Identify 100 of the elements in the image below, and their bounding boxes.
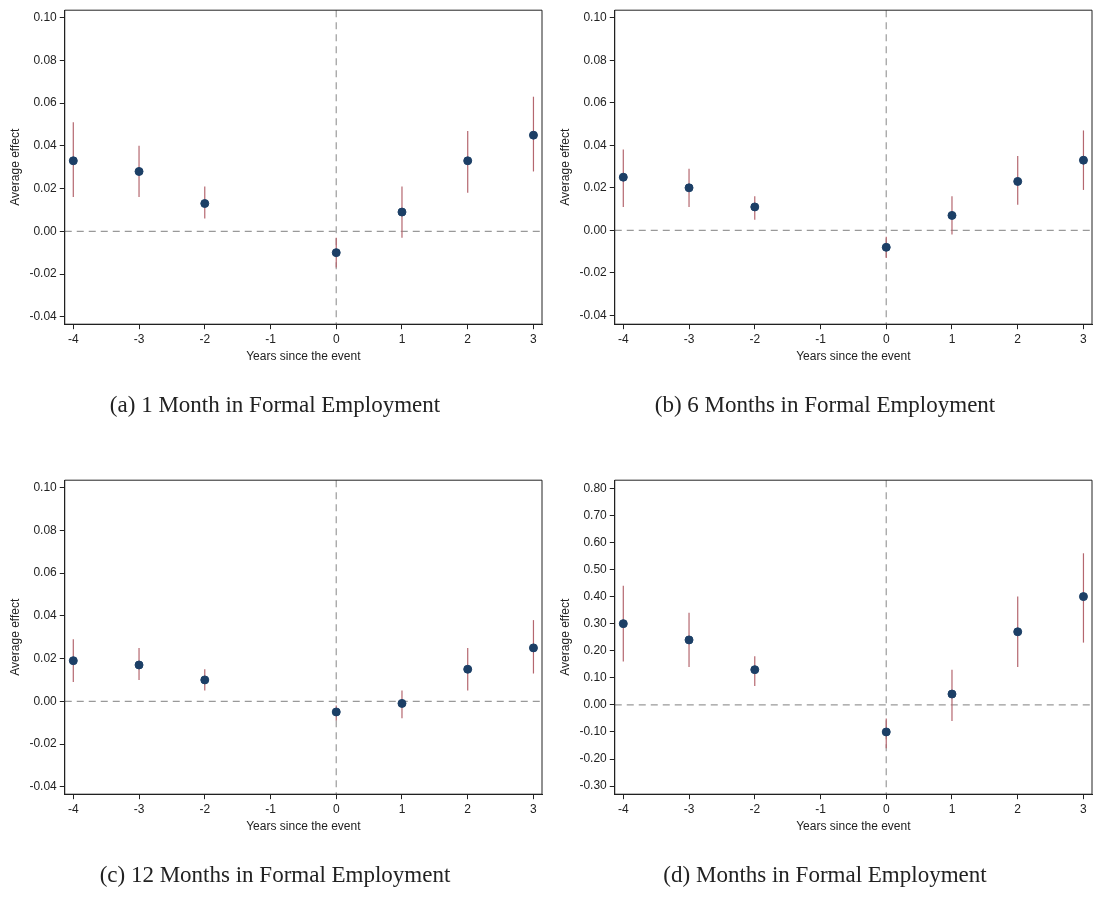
x-axis-title: Years since the event	[796, 819, 912, 834]
y-tick-label: 0.08	[583, 52, 608, 67]
y-tick-label: 0.00	[33, 223, 58, 238]
y-axis-title: Average effect	[7, 128, 22, 206]
x-tick-label: -2	[749, 331, 761, 346]
point	[618, 619, 628, 629]
y-tick-label: 0.60	[583, 534, 608, 549]
point	[331, 707, 341, 717]
x-tick-label: -4	[67, 331, 79, 346]
point	[134, 660, 144, 670]
x-tick-label: -3	[683, 331, 695, 346]
point	[750, 665, 760, 675]
x-axis-title: Years since the event	[246, 349, 362, 364]
x-tick-label: 1	[398, 331, 406, 346]
point	[1013, 627, 1023, 637]
x-tick-label: 3	[530, 801, 538, 816]
text: (c) 12 Months in Formal Employment	[98, 862, 452, 888]
x-tick-label: 1	[948, 331, 956, 346]
point	[528, 643, 538, 653]
x-tick-label: 2	[1014, 801, 1022, 816]
x-tick-label: 3	[530, 331, 538, 346]
y-axis-title: Average effect	[7, 598, 22, 676]
y-tick-label: -0.02	[29, 736, 58, 751]
x-tick-label: -3	[683, 801, 695, 816]
x-tick-label: 3	[1080, 331, 1088, 346]
x-tick-label: 0	[332, 331, 340, 346]
x-tick-label: 0	[882, 331, 890, 346]
point	[200, 199, 210, 209]
point	[881, 727, 891, 737]
text: (b) 6 Months in Formal Employment	[653, 392, 997, 418]
x-tick-label: 2	[464, 331, 472, 346]
x-tick-label: -3	[133, 331, 145, 346]
point	[684, 183, 694, 193]
x-tick-label: 3	[1080, 801, 1088, 816]
x-tick-label: -1	[815, 331, 827, 346]
y-tick-label: 0.10	[33, 479, 58, 494]
y-tick-label: 0.04	[33, 608, 58, 623]
y-tick-label: 0.08	[33, 52, 58, 67]
y-tick-label: -0.04	[579, 307, 608, 322]
point	[68, 656, 78, 666]
y-tick-label: 0.30	[583, 615, 608, 630]
point	[134, 166, 144, 176]
y-tick-label: 0.02	[583, 180, 608, 195]
y-tick-label: -0.04	[29, 309, 58, 324]
x-tick-label: -4	[67, 801, 79, 816]
y-tick-label: 0.10	[583, 670, 608, 685]
y-tick-label: 0.00	[583, 222, 608, 237]
y-tick-label: 0.00	[583, 697, 608, 712]
y-tick-label: -0.02	[579, 265, 608, 280]
x-tick-label: -2	[199, 331, 211, 346]
y-tick-label: -0.02	[29, 266, 58, 281]
x-axis-title: Years since the event	[246, 819, 362, 834]
point	[68, 156, 78, 166]
text: (a) 1 Month in Formal Employment	[108, 392, 442, 418]
y-tick-label: 0.04	[583, 137, 608, 152]
y-tick-label: 0.70	[583, 507, 608, 522]
x-tick-label: 1	[948, 801, 956, 816]
x-tick-label: -1	[265, 331, 277, 346]
x-tick-label: -2	[749, 801, 761, 816]
y-axis-title: Average effect	[557, 128, 572, 206]
y-tick-label: 0.40	[583, 588, 608, 603]
point	[397, 698, 407, 708]
point	[528, 130, 538, 140]
y-tick-label: 0.02	[33, 180, 58, 195]
point	[947, 210, 957, 220]
point	[881, 242, 891, 252]
x-tick-label: 0	[332, 801, 340, 816]
y-tick-label: 0.06	[33, 95, 58, 110]
y-tick-label: -0.10	[579, 724, 608, 739]
y-tick-label: 0.00	[33, 693, 58, 708]
y-tick-label: 0.08	[33, 522, 58, 537]
y-tick-label: 0.02	[33, 650, 58, 665]
x-tick-label: -1	[815, 801, 827, 816]
x-axis-title: Years since the event	[796, 349, 912, 364]
point	[618, 172, 628, 182]
y-tick-label: -0.20	[579, 751, 608, 766]
x-tick-label: 2	[1014, 331, 1022, 346]
point	[397, 207, 407, 217]
point	[463, 156, 473, 166]
y-tick-label: 0.06	[33, 565, 58, 580]
point	[684, 635, 694, 645]
y-axis-title: Average effect	[557, 598, 572, 676]
y-tick-label: -0.30	[579, 778, 608, 793]
point	[200, 675, 210, 685]
point	[331, 248, 341, 258]
y-tick-label: 0.50	[583, 561, 608, 576]
point	[463, 664, 473, 674]
x-tick-label: -2	[199, 801, 211, 816]
point	[947, 689, 957, 699]
x-tick-label: 1	[398, 801, 406, 816]
y-tick-label: 0.10	[33, 9, 58, 24]
y-tick-label: -0.04	[29, 779, 58, 794]
point	[1078, 592, 1088, 602]
y-tick-label: 0.06	[583, 95, 608, 110]
y-tick-label: 0.10	[583, 10, 608, 25]
text: (d) Months in Formal Employment	[662, 862, 988, 888]
x-tick-label: 2	[464, 801, 472, 816]
x-tick-label: -4	[617, 801, 629, 816]
x-tick-label: 0	[882, 801, 890, 816]
y-tick-label: 0.20	[583, 643, 608, 658]
